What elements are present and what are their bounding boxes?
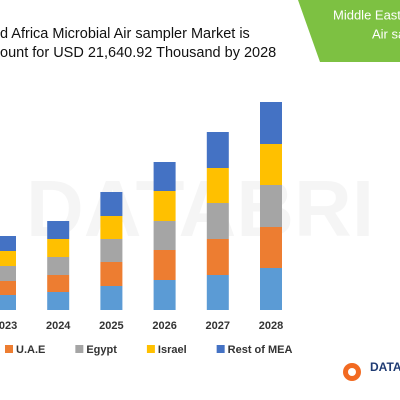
x-tick-label: 2026 bbox=[152, 320, 176, 332]
bar-segment bbox=[206, 275, 229, 310]
legend-swatch bbox=[216, 345, 225, 353]
panel-text: Air sa bbox=[372, 26, 400, 41]
legend-label: Israel bbox=[158, 344, 187, 356]
legend-swatch bbox=[146, 345, 155, 353]
legend-swatch bbox=[5, 345, 13, 353]
bar-segment bbox=[153, 162, 176, 191]
bar-segment bbox=[47, 292, 70, 310]
bar-segment bbox=[0, 266, 16, 281]
bar-segment bbox=[260, 185, 282, 227]
bar-segment bbox=[100, 262, 123, 286]
panel-text: Middle East bbox=[333, 7, 400, 22]
chart-title: d Africa Microbial Air sampler Market is bbox=[0, 26, 250, 42]
bar-segment bbox=[206, 203, 229, 239]
bar-segment bbox=[260, 102, 282, 144]
legend-label: U.A.E bbox=[16, 344, 45, 356]
x-tick-label: 2023 bbox=[0, 320, 17, 332]
bar-segment bbox=[100, 216, 123, 239]
legend-swatch bbox=[75, 345, 84, 353]
logo-icon bbox=[348, 368, 356, 376]
bar-segment bbox=[153, 221, 176, 250]
bar-segment bbox=[47, 275, 70, 292]
bar-segment bbox=[100, 239, 123, 262]
logo: DATA bbox=[343, 360, 400, 381]
bar-segment bbox=[153, 250, 176, 280]
bar-segment bbox=[153, 191, 176, 221]
bar-segment bbox=[153, 280, 176, 310]
bar-segment bbox=[0, 236, 16, 251]
bar-segment bbox=[100, 192, 123, 216]
header-panel bbox=[298, 0, 400, 62]
bar-segment bbox=[47, 221, 70, 239]
x-tick-label: 2028 bbox=[259, 320, 283, 332]
chart-title: ount for USD 21,640.92 Thousand by 2028 bbox=[0, 45, 276, 61]
watermark: DATABRI bbox=[26, 164, 374, 253]
legend-label: Rest of MEA bbox=[228, 344, 293, 356]
bar-segment bbox=[47, 257, 70, 275]
x-tick-label: 2024 bbox=[46, 320, 71, 332]
bar-segment bbox=[206, 168, 229, 203]
bar-segment bbox=[0, 251, 16, 266]
bar-segment bbox=[260, 144, 282, 185]
bar-segment bbox=[100, 286, 123, 310]
logo-text: DATA bbox=[370, 360, 400, 374]
bar-segment bbox=[260, 268, 282, 310]
legend-label: Egypt bbox=[86, 344, 117, 356]
bar-segment bbox=[47, 239, 70, 257]
bar-segment bbox=[206, 132, 229, 168]
x-tick-label: 2025 bbox=[99, 320, 123, 332]
bar-segment bbox=[0, 295, 16, 310]
bar-segment bbox=[206, 239, 229, 275]
bar-segment bbox=[0, 281, 16, 295]
x-tick-label: 2027 bbox=[206, 320, 230, 332]
bar-segment bbox=[260, 227, 282, 268]
